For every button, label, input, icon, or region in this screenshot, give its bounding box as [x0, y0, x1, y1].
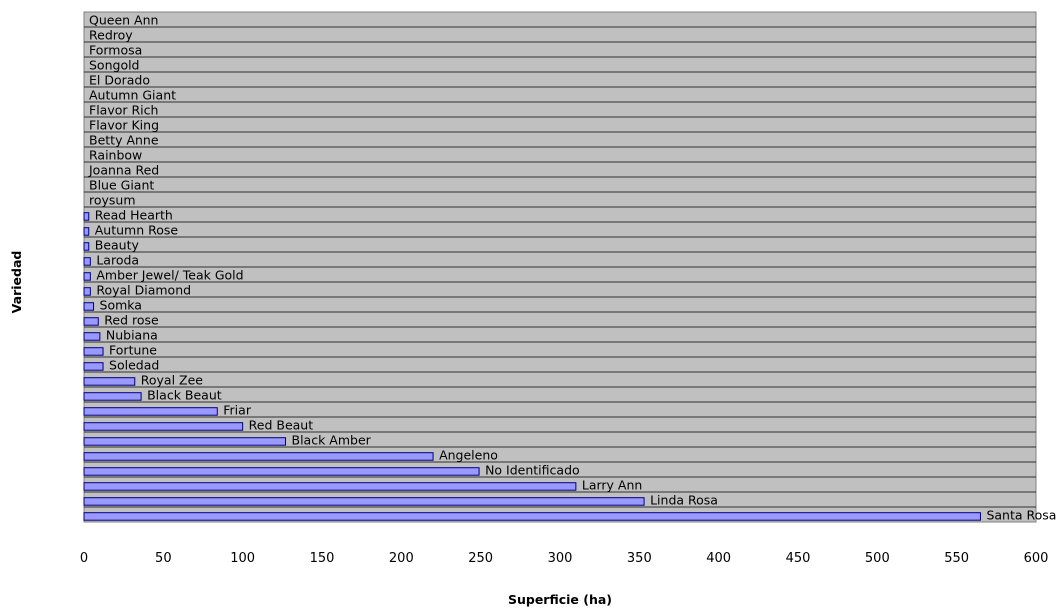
bar — [83, 362, 104, 371]
bar-category-label: Angeleno — [439, 447, 498, 462]
x-tick-label: 300 — [548, 551, 573, 566]
x-tick-label: 600 — [1024, 551, 1049, 566]
bar-category-label: Betty Anne — [89, 132, 159, 147]
bar-category-label: Blue Giant — [89, 177, 154, 192]
bar — [83, 317, 99, 326]
bar-category-label: Fortune — [109, 342, 157, 357]
bar-category-label: Flavor Rich — [89, 102, 158, 117]
bar-category-label: Beauty — [95, 237, 140, 252]
bar — [83, 332, 101, 341]
x-tick-label: 150 — [310, 551, 335, 566]
bar-category-label: Red Beaut — [249, 417, 314, 432]
bar — [83, 377, 136, 386]
bar — [83, 497, 645, 506]
bar-category-label: Soledad — [109, 357, 159, 372]
bar — [83, 302, 95, 311]
bar-category-label: Santa Rosa — [986, 507, 1056, 522]
bar-category-label: El Dorado — [89, 72, 150, 87]
bar-category-label: Autumn Giant — [89, 87, 176, 102]
x-tick-label: 500 — [865, 551, 890, 566]
bar-category-label: Joanna Red — [88, 162, 159, 177]
x-axis-title: Superficie (ha) — [508, 592, 612, 607]
bar — [83, 512, 981, 521]
bar — [83, 422, 244, 431]
bar — [83, 227, 90, 236]
bar-category-label: Rainbow — [89, 147, 142, 162]
bar — [83, 272, 91, 281]
bar-category-label: Amber Jewel/ Teak Gold — [96, 267, 243, 282]
bar — [83, 437, 287, 446]
bar-category-label: Linda Rosa — [650, 492, 718, 507]
x-tick-label: 450 — [786, 551, 811, 566]
bar — [83, 347, 104, 356]
bar-category-label: Friar — [223, 402, 252, 417]
bar-category-label: Read Hearth — [95, 207, 173, 222]
bar-category-label: Nubiana — [106, 327, 158, 342]
bar — [83, 392, 142, 401]
bar-category-label: Queen Ann — [89, 12, 158, 27]
bar-category-label: Royal Zee — [141, 372, 204, 387]
bar-category-label: Black Amber — [292, 432, 372, 447]
bar-category-label: Somka — [100, 297, 142, 312]
bar-category-label: Autumn Rose — [95, 222, 179, 237]
x-tick-label: 0 — [80, 551, 88, 566]
x-tick-label: 400 — [706, 551, 731, 566]
x-tick-label: 550 — [944, 551, 969, 566]
bar — [83, 452, 434, 461]
bar-category-label: Black Beaut — [147, 387, 222, 402]
bar-category-label: Royal Diamond — [96, 282, 191, 297]
bar — [83, 242, 90, 251]
bar-category-label: Songold — [89, 57, 140, 72]
bar — [83, 407, 218, 416]
bar-category-label: Larry Ann — [582, 477, 642, 492]
bar-category-label: Red rose — [104, 312, 159, 327]
x-tick-label: 350 — [627, 551, 652, 566]
bar-category-label: No Identificado — [485, 462, 580, 477]
bar-category-label: Flavor King — [89, 117, 159, 132]
bar — [83, 257, 91, 266]
bar-category-label: Redroy — [89, 27, 133, 42]
bar — [83, 212, 90, 221]
bar — [83, 482, 577, 491]
x-tick-label: 250 — [468, 551, 493, 566]
y-axis-title: Variedad — [9, 251, 24, 314]
x-tick-label: 100 — [230, 551, 255, 566]
x-tick-label: 50 — [155, 551, 172, 566]
x-tick-label: 200 — [389, 551, 414, 566]
bar — [83, 467, 480, 476]
bar-category-label: Laroda — [96, 252, 139, 267]
bar-category-label: Formosa — [89, 42, 142, 57]
bar — [83, 287, 91, 296]
bar-category-label: roysum — [89, 192, 136, 207]
